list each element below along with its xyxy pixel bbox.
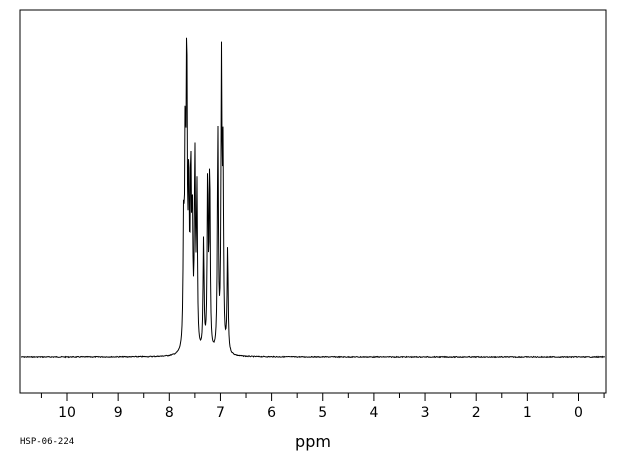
- x-tick-label: 6: [267, 405, 276, 421]
- x-tick-label: 5: [318, 405, 327, 421]
- x-tick-label: 3: [421, 405, 430, 421]
- x-axis-title: ppm: [295, 432, 331, 451]
- x-tick-label: 9: [114, 405, 123, 421]
- x-axis-ticks: [40, 393, 605, 401]
- plot-frame: [19, 9, 607, 394]
- x-tick-label: 8: [165, 405, 174, 421]
- x-tick-label: 7: [216, 405, 225, 421]
- x-tick-label: 0: [574, 405, 583, 421]
- x-tick-label: 4: [369, 405, 378, 421]
- x-axis-tick-labels: 10 9 8 7 6 5 4 3 2 1 0: [58, 405, 583, 421]
- x-tick-label: 2: [472, 405, 481, 421]
- spectrum-id-label: HSP-06-224: [20, 437, 75, 447]
- spectrum-line: [21, 37, 606, 359]
- x-tick-label: 1: [523, 405, 532, 421]
- x-tick-label: 10: [58, 405, 76, 421]
